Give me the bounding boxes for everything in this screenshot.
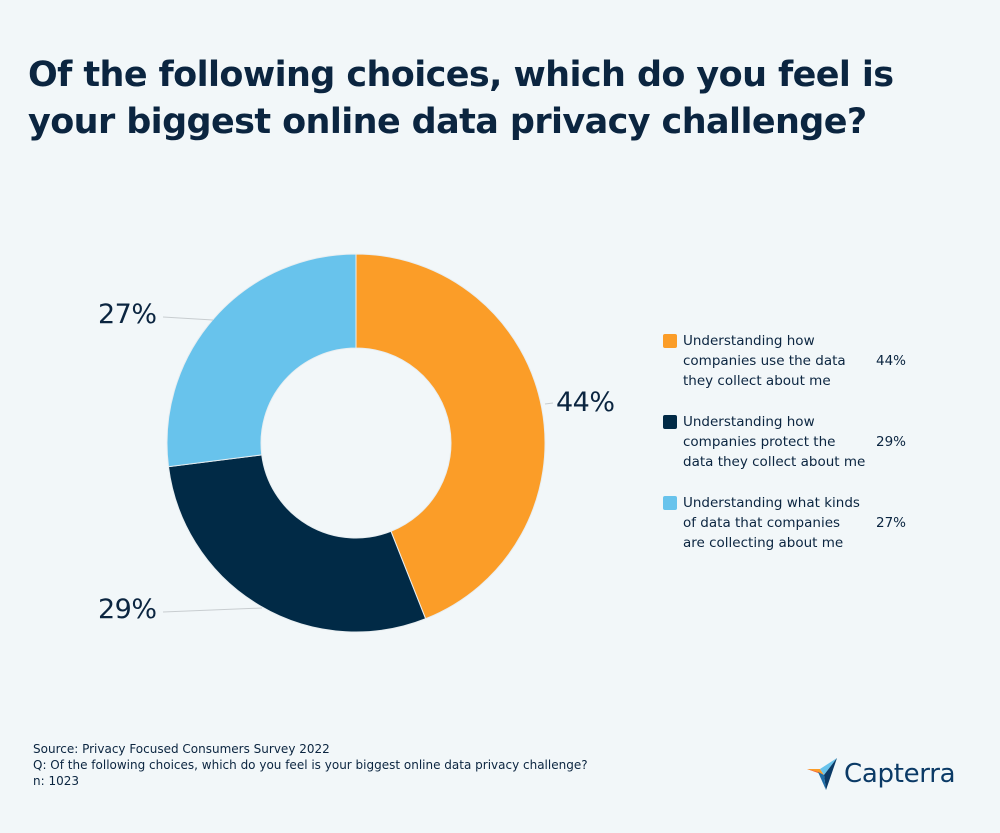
sample-size-note: n: 1023 [33, 774, 80, 788]
leader-line-44 [544, 402, 554, 405]
legend-label: Understanding how companies use the data… [683, 331, 873, 391]
chart-title-line-1: Of the following choices, which do you f… [28, 55, 894, 95]
legend-item-protect-data: Understanding how companies protect the … [663, 412, 923, 472]
chart-title-line-2: your biggest online data privacy challen… [28, 102, 867, 142]
legend-value: 27% [876, 515, 907, 531]
legend-label-line: Understanding how [683, 333, 815, 349]
legend-label-line: companies use the data [683, 353, 846, 369]
legend-swatch-navy [663, 415, 677, 429]
legend-label-line: they collect about me [683, 373, 831, 389]
capterra-logo: Capterra [806, 757, 956, 791]
legend-label-line: of data that companies [683, 515, 841, 531]
legend-label-line: Understanding how [683, 414, 815, 430]
leader-line-29 [162, 607, 263, 613]
donut-slice-44 [355, 253, 546, 620]
legend-value: 29% [876, 434, 907, 450]
legend-item-kinds-of-data: Understanding what kinds of data that co… [663, 493, 923, 553]
legend: Understanding how companies use the data… [663, 331, 923, 574]
slice-label-29: 29% [98, 594, 157, 625]
question-note: Q: Of the following choices, which do yo… [33, 758, 588, 772]
capterra-wordmark: Capterra [844, 759, 956, 789]
legend-label-line: are collecting about me [683, 535, 844, 551]
leader-line-27 [162, 316, 214, 321]
legend-label-line: companies protect the [683, 434, 836, 450]
legend-value: 44% [876, 353, 907, 369]
legend-swatch-orange [663, 334, 677, 348]
legend-label: Understanding what kinds of data that co… [683, 493, 873, 553]
legend-label-line: data they collect about me [683, 454, 866, 470]
donut-slice-29 [167, 454, 427, 633]
slice-label-27: 27% [98, 299, 157, 330]
donut-slice-27 [166, 253, 357, 468]
legend-label: Understanding how companies protect the … [683, 412, 873, 472]
donut-slices [166, 253, 546, 633]
legend-swatch-light-blue [663, 496, 677, 510]
capterra-arrow-icon [807, 758, 837, 790]
legend-item-use-data: Understanding how companies use the data… [663, 331, 923, 391]
slice-label-44: 44% [556, 387, 615, 418]
footer-notes: Source: Privacy Focused Consumers Survey… [33, 741, 588, 789]
source-note: Source: Privacy Focused Consumers Survey… [33, 742, 330, 756]
chart-title: Of the following choices, which do you f… [28, 52, 968, 146]
legend-label-line: Understanding what kinds [683, 495, 860, 511]
